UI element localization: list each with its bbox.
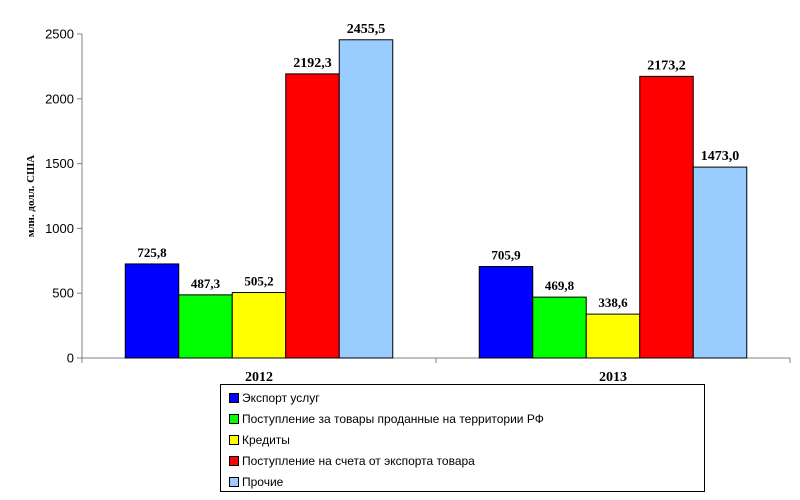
legend-swatch bbox=[229, 456, 239, 466]
bar bbox=[532, 296, 587, 359]
bar bbox=[338, 39, 394, 359]
y-tick-label: 1000 bbox=[45, 221, 74, 236]
legend-item: Кредиты bbox=[229, 431, 290, 449]
data-label: 1473,0 bbox=[701, 149, 740, 164]
legend-label: Кредиты bbox=[242, 433, 290, 447]
bar bbox=[692, 166, 748, 359]
legend-swatch bbox=[229, 414, 239, 424]
data-label: 505,2 bbox=[244, 274, 273, 289]
legend-swatch bbox=[229, 435, 239, 445]
legend-label: Прочие bbox=[242, 475, 284, 489]
data-label: 2173,2 bbox=[647, 58, 686, 73]
bar bbox=[639, 75, 694, 359]
bar-chart: млн. долл. США 0 500 1000 1500 2000 2500 725,8… bbox=[25, 22, 791, 384]
legend-item: Поступление за товары проданные на терри… bbox=[229, 410, 544, 428]
data-label: 2455,5 bbox=[347, 22, 386, 37]
plot-area: 0 500 1000 1500 2000 2500 725,8 487,3 505,2 2192,… bbox=[45, 22, 791, 384]
x-category-label: 2012 bbox=[245, 370, 273, 384]
y-tick-label: 2000 bbox=[45, 91, 74, 106]
bar bbox=[285, 73, 340, 359]
data-label: 469,8 bbox=[545, 278, 575, 293]
bar bbox=[124, 263, 180, 359]
legend-item: Экспорт услуг bbox=[229, 389, 320, 407]
y-tick-label: 2500 bbox=[45, 27, 74, 42]
bar bbox=[178, 294, 233, 359]
legend-label: Поступление на счета от экспорта товара bbox=[242, 454, 475, 468]
data-label: 725,8 bbox=[137, 245, 167, 260]
data-label: 487,3 bbox=[191, 276, 221, 291]
bar bbox=[585, 313, 641, 359]
y-tick-label: 1500 bbox=[45, 156, 74, 171]
legend: Экспорт услуг Поступление за товары прода… bbox=[220, 384, 705, 492]
legend-label: Экспорт услуг bbox=[242, 391, 320, 405]
legend-item: Прочие bbox=[229, 473, 283, 491]
bar bbox=[231, 292, 287, 359]
data-label: 338,6 bbox=[598, 295, 628, 310]
bar bbox=[478, 266, 534, 359]
legend-swatch bbox=[229, 393, 239, 403]
y-tick-label: 0 bbox=[67, 351, 74, 366]
x-category-label: 2013 bbox=[599, 370, 627, 384]
data-label: 2192,3 bbox=[293, 56, 332, 71]
legend-label: Поступление за товары проданные на терри… bbox=[242, 412, 544, 426]
y-axis-label: млн. долл. США bbox=[25, 155, 37, 237]
data-label: 705,9 bbox=[491, 248, 521, 263]
legend-swatch bbox=[229, 477, 239, 487]
y-tick-label: 500 bbox=[52, 286, 74, 301]
legend-item: Поступление на счета от экспорта товара bbox=[229, 452, 475, 470]
